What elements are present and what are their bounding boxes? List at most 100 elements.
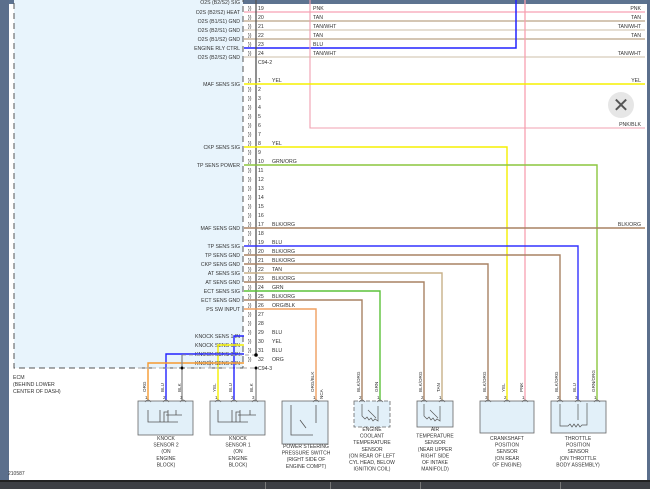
terminal-icon — [312, 399, 320, 403]
component-pin-number: 3 — [485, 395, 488, 400]
pin-number: 30 — [258, 339, 264, 345]
terminal-icon — [438, 399, 446, 403]
pin-number: 22 — [258, 33, 264, 39]
ecm-box — [13, 0, 244, 369]
pin-number: 11 — [258, 168, 263, 174]
pin-connector-glyph: }) — [248, 330, 252, 336]
component-label: SENSOR — [361, 447, 383, 453]
pin-connector-glyph: }) — [248, 51, 252, 57]
pin-connector-glyph: }) — [248, 24, 252, 30]
pin-connector-glyph: }) — [248, 15, 252, 21]
terminal-icon — [179, 399, 187, 403]
pin-connector-glyph: }) — [248, 240, 252, 246]
pin-number: 8 — [258, 141, 261, 147]
thermistor-icon — [361, 404, 379, 422]
terminal-icon — [358, 399, 366, 403]
component-label: POWER STEERING — [283, 444, 329, 450]
pin-connector-glyph: }) — [248, 312, 252, 318]
pin-connector-glyph: }) — [248, 105, 252, 111]
pin-connector-glyph: }) — [248, 357, 252, 363]
terminal-icon — [593, 399, 601, 403]
close-button[interactable]: ✕ — [608, 92, 634, 118]
pin-number: 4 — [258, 105, 261, 111]
pin-connector-glyph: }) — [248, 285, 252, 291]
knock-crystal-icon — [217, 410, 256, 423]
terminal-icon — [144, 399, 152, 403]
terminal-icon — [230, 399, 238, 403]
component-label: TEMPERATURE — [353, 440, 391, 446]
wire-color-label: TAN/WHT — [313, 24, 337, 30]
thermistor-icon — [423, 404, 441, 422]
wire-color-label: BLK/ORG — [272, 249, 295, 255]
pin-connector-glyph: }) — [248, 303, 252, 309]
pin-connector-glyph: }) — [248, 168, 252, 174]
wire-tp-sens-gnd — [244, 254, 561, 400]
pin-number: 25 — [258, 294, 264, 300]
wire-color-label: YEL — [272, 78, 282, 84]
pin-number: 21 — [258, 24, 264, 30]
component-label: PRESSURE SWITCH — [282, 451, 331, 457]
pin-connector-glyph: }) — [248, 267, 252, 273]
ecm-pin-label: KNOCK SENS 1 IN — [195, 334, 240, 340]
pin-connector-glyph: }) — [248, 213, 252, 219]
wire-knock-sens-1-in — [217, 344, 244, 400]
left-scrollbar[interactable] — [0, 0, 9, 487]
crankshaft-position-sensor — [479, 400, 535, 434]
power-steering-pressure-switch — [281, 400, 329, 445]
component-label: (NEAR UPPER — [418, 447, 453, 453]
window-top-bar — [0, 0, 650, 4]
component-pin-number: 1 — [439, 395, 442, 400]
wire-ckp-sens-sig — [244, 146, 508, 400]
component-label: SENSOR 2 — [153, 443, 179, 449]
pin-number: 15 — [258, 204, 264, 210]
component-label: (RIGHT SIDE OF — [287, 457, 326, 463]
component-label: (ON THROTTLE — [560, 456, 598, 462]
ecm-pin-label: O2S (B1/S1) GND — [198, 19, 241, 25]
ecm-pin-label: ENGINE RLY CTRL — [194, 46, 240, 52]
pin-connector-glyph: }) — [248, 348, 252, 354]
ecm-pin-label: MAF SENS SIG — [203, 82, 240, 88]
pin-connector-glyph: }) — [248, 114, 252, 120]
component-pin-number: 3 — [575, 395, 578, 400]
throttle-position-sensor — [550, 400, 607, 434]
wire-tp-sens-power — [244, 164, 598, 400]
potentiometer-icon — [559, 403, 588, 428]
wire-color-label: BLU — [272, 330, 282, 336]
knock-crystal-icon — [147, 410, 182, 423]
ecm-label: (BEHIND LOWER — [13, 382, 55, 388]
ecm-pin-label: O2S (B2/S1) GND — [198, 28, 241, 34]
component-pin-tag: NCA — [319, 388, 324, 399]
component-label: BLOCK) — [229, 462, 248, 468]
component-label: (ON — [233, 449, 243, 455]
pin-number: 23 — [258, 42, 264, 48]
wire-color-label: BLU — [313, 42, 323, 48]
wire-end-label: PNK — [630, 6, 641, 12]
toolbar-divider — [265, 482, 266, 489]
terminal-icon — [162, 399, 170, 403]
pin-number: 17 — [258, 222, 264, 228]
pin-number: 18 — [258, 231, 264, 237]
wire-color-label: BLU — [272, 348, 282, 354]
knock-sensor-2 — [137, 400, 194, 436]
close-icon: ✕ — [612, 94, 630, 117]
component-pin-wire-label: YEL — [212, 383, 217, 392]
component-label: (ON REAR — [495, 456, 520, 462]
pin-connector-glyph: }) — [248, 33, 252, 39]
pin-connector-glyph: }) — [248, 42, 252, 48]
terminal-icon — [420, 399, 428, 403]
ecm-pin-label: O2S (B2/S2) GND — [198, 55, 241, 61]
pin-number: 12 — [258, 177, 264, 183]
component-label: TEMPERATURE — [416, 434, 454, 440]
pin-connector-glyph: }) — [248, 276, 252, 282]
component-pin-wire-label: ORG/BLK — [310, 371, 315, 392]
wire-color-label: GRN — [272, 285, 284, 291]
wire-end-label: TAN/WHT — [618, 24, 642, 30]
pin-connector-glyph: }) — [248, 177, 252, 183]
component-pin-number: 1 — [594, 395, 597, 400]
pin-connector-glyph: }) — [248, 321, 252, 327]
pin-connector-glyph: }) — [248, 123, 252, 129]
component-label: ENGINE COMPT) — [286, 464, 327, 470]
component-pin-wire-label: BLK — [249, 382, 254, 392]
ecm-pin-label: KNOCK SENS 2 IN — [195, 361, 240, 367]
pin-number: 29 — [258, 330, 264, 336]
